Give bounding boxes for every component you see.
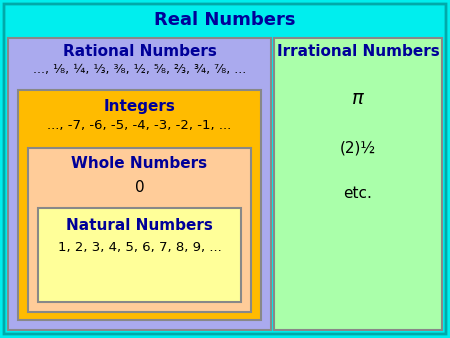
Text: Whole Numbers: Whole Numbers bbox=[72, 156, 207, 171]
Text: Irrational Numbers: Irrational Numbers bbox=[277, 45, 439, 59]
FancyBboxPatch shape bbox=[18, 90, 261, 320]
Text: etc.: etc. bbox=[343, 186, 373, 200]
FancyBboxPatch shape bbox=[38, 208, 241, 302]
FancyBboxPatch shape bbox=[4, 4, 446, 334]
Text: Rational Numbers: Rational Numbers bbox=[63, 45, 216, 59]
Text: Real Numbers: Real Numbers bbox=[154, 11, 296, 29]
Text: Integers: Integers bbox=[104, 98, 176, 114]
FancyBboxPatch shape bbox=[28, 148, 251, 312]
FancyBboxPatch shape bbox=[8, 38, 271, 330]
Text: Natural Numbers: Natural Numbers bbox=[66, 218, 213, 234]
Text: π: π bbox=[352, 89, 364, 107]
Text: ..., ¹⁄₈, ¼, ⅓, ³⁄₈, ½, ⁵⁄₈, ⅔, ¾, ⁷⁄₈, ...: ..., ¹⁄₈, ¼, ⅓, ³⁄₈, ½, ⁵⁄₈, ⅔, ¾, ⁷⁄₈, … bbox=[33, 64, 246, 76]
Text: ..., -7, -6, -5, -4, -3, -2, -1, ...: ..., -7, -6, -5, -4, -3, -2, -1, ... bbox=[47, 120, 232, 132]
FancyBboxPatch shape bbox=[274, 38, 442, 330]
Text: (2)½: (2)½ bbox=[340, 141, 376, 155]
Text: 1, 2, 3, 4, 5, 6, 7, 8, 9, ...: 1, 2, 3, 4, 5, 6, 7, 8, 9, ... bbox=[58, 241, 221, 255]
Text: 0: 0 bbox=[135, 180, 144, 195]
